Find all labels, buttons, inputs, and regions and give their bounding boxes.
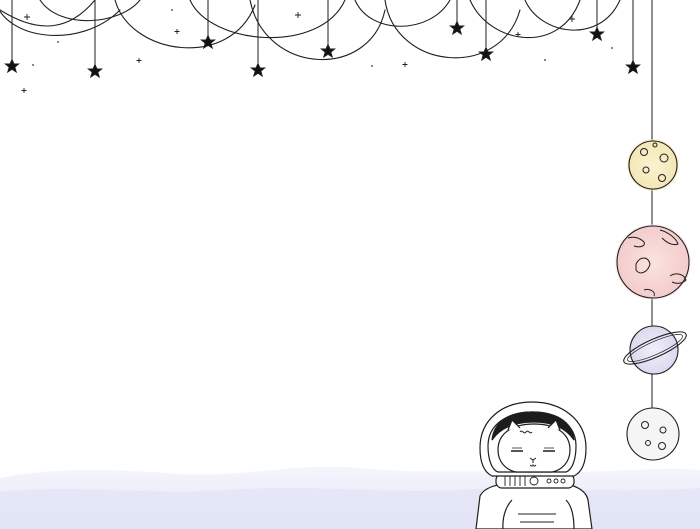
astronaut-cat [475,401,593,529]
hanging-stars [4,0,641,78]
ringed-planet [623,325,687,375]
garland-strings [0,0,621,60]
tiny-sparkles [21,12,575,93]
helmet-visor [491,411,575,441]
cat-mouth [529,457,537,467]
ground-haze [0,466,700,529]
pink-planet [615,224,691,300]
bottom-moon [626,407,680,461]
top-moon [627,139,679,191]
cat-face [497,423,571,473]
tiny-dots [32,9,613,67]
